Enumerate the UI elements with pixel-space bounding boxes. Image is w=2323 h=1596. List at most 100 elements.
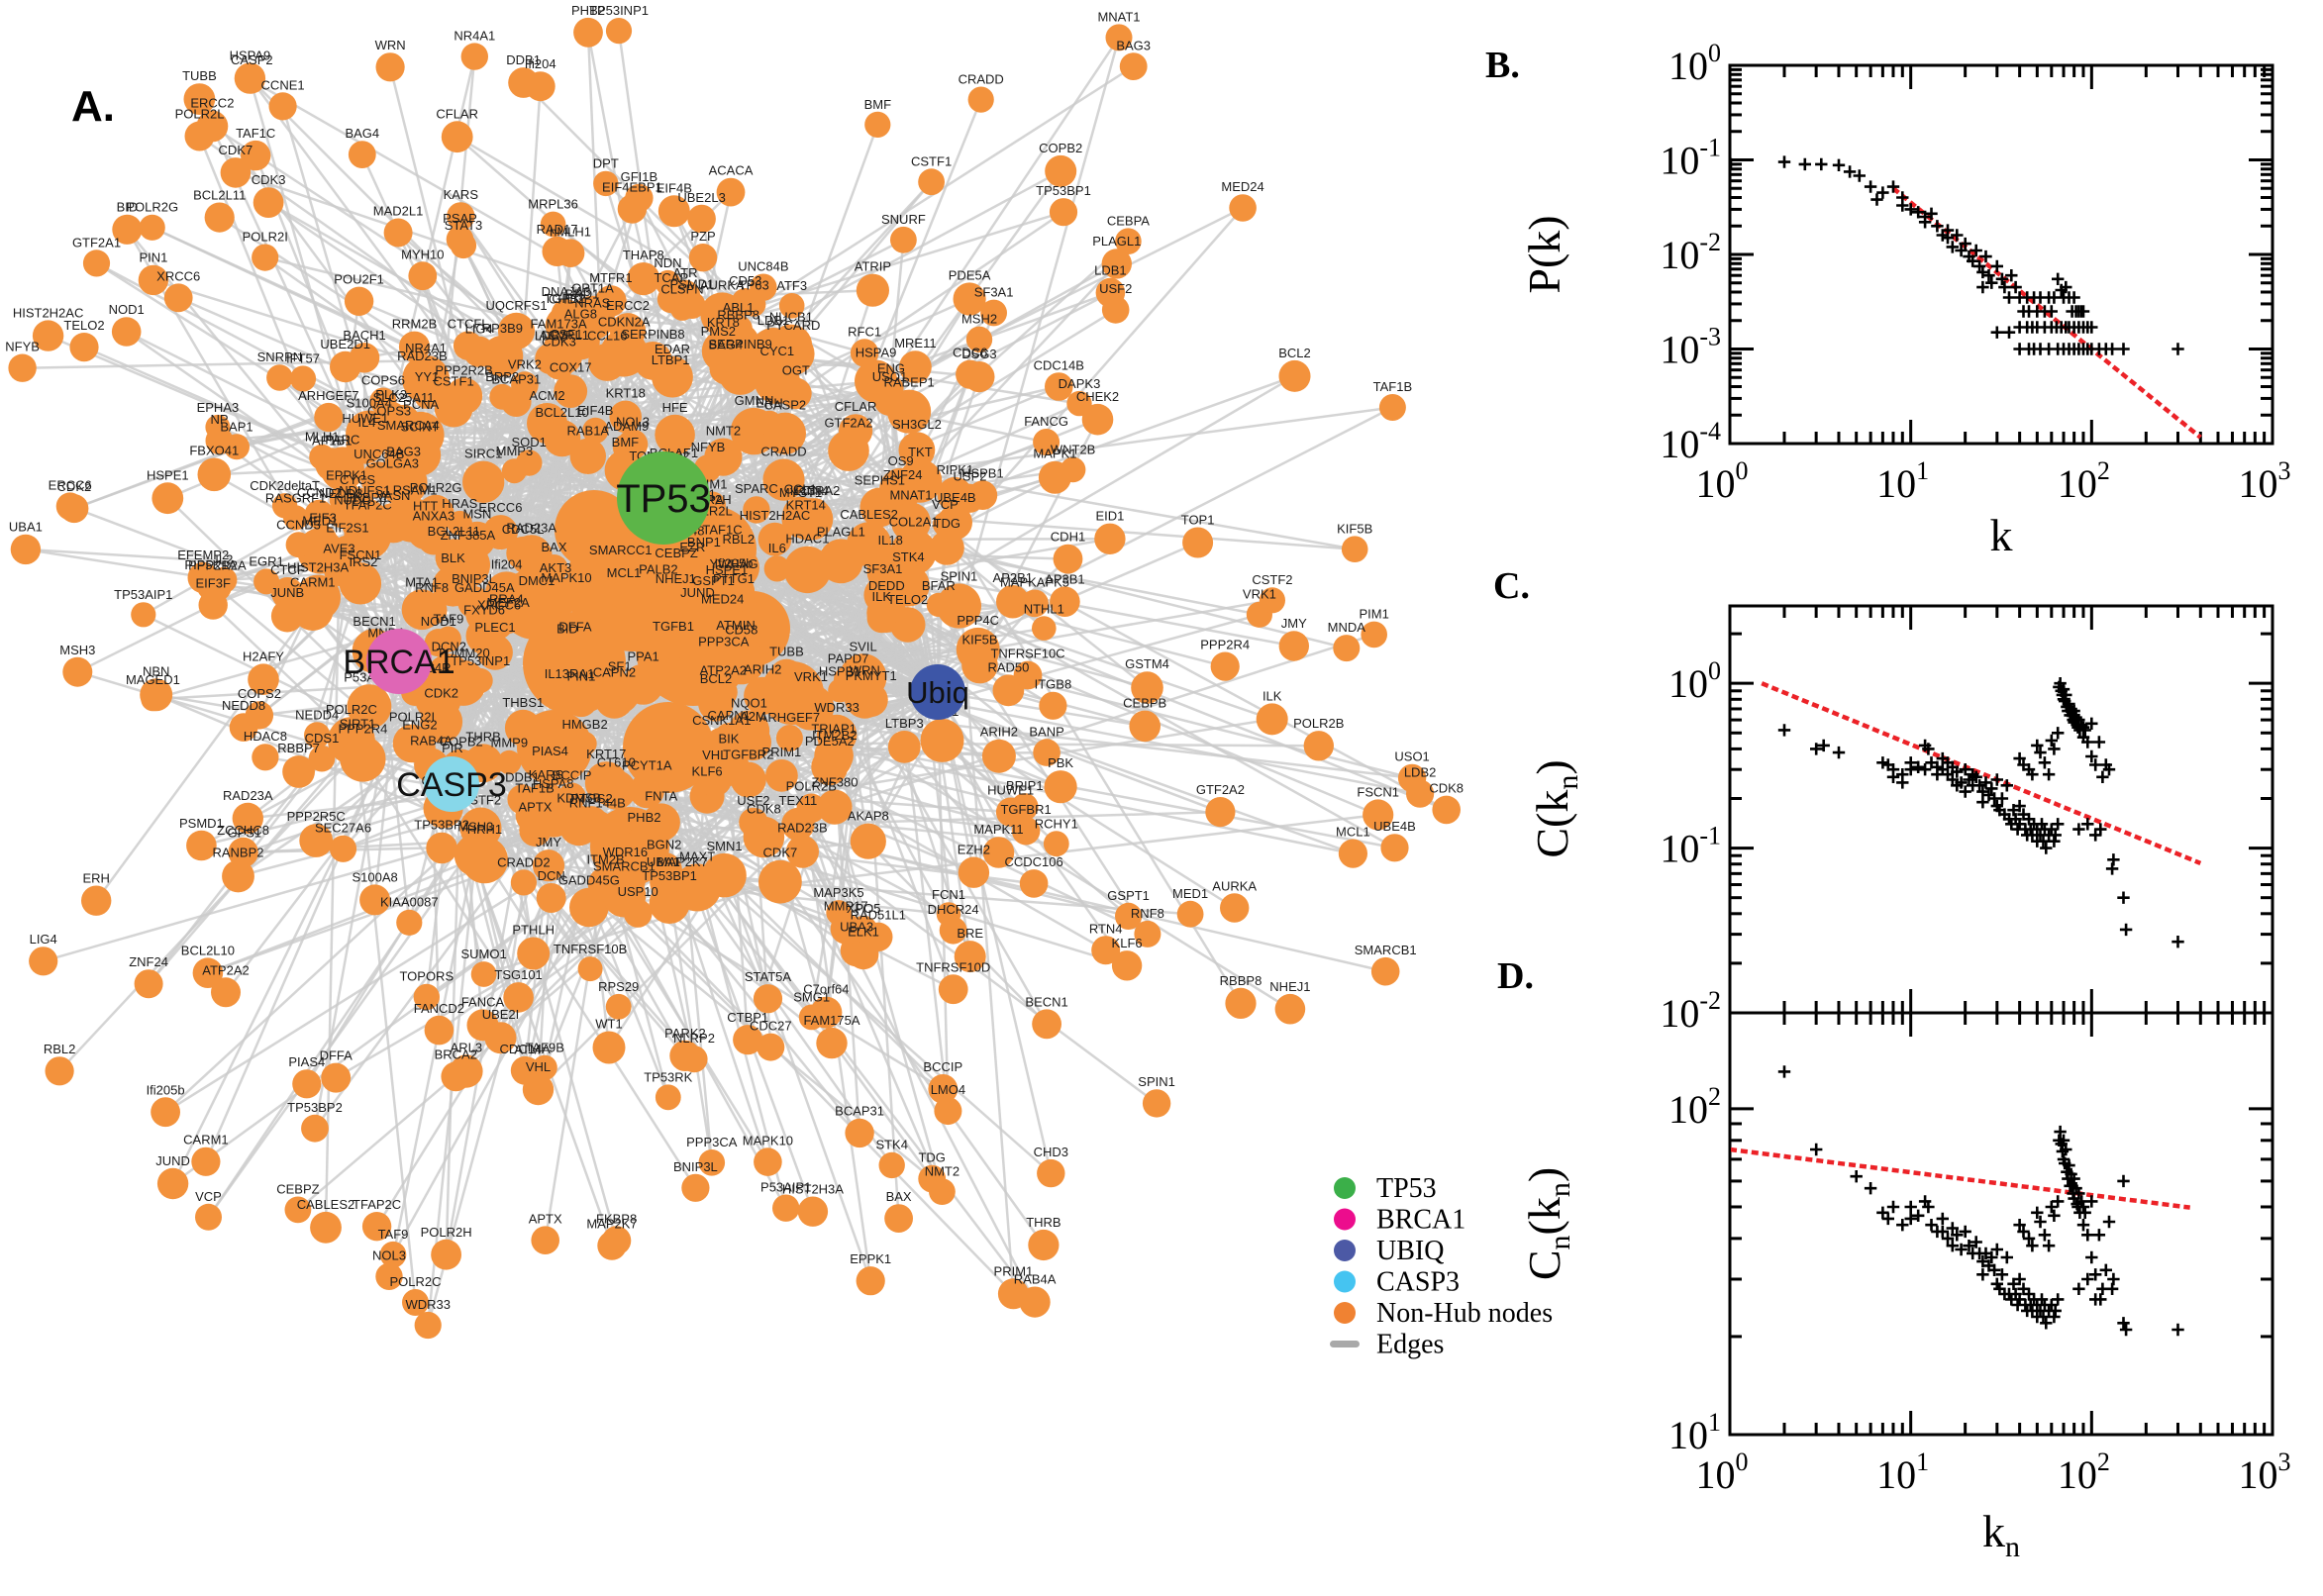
gene-label: BGN2 [647, 838, 681, 852]
network-node [508, 67, 539, 98]
gene-label: Ifi205b [714, 555, 753, 570]
gene-label: CD53 [729, 273, 761, 288]
network-node [708, 677, 738, 707]
network-node [596, 769, 637, 810]
gene-label: RNF144B [569, 796, 626, 811]
network-node [510, 535, 553, 577]
gene-label: POLR2G [126, 200, 178, 215]
network-node [775, 725, 803, 751]
network-node [375, 52, 405, 82]
tick-label: 101 [1668, 1408, 1721, 1457]
legend-label: UBIQ [1376, 1236, 1444, 1266]
gene-label: USF2 [1099, 281, 1132, 296]
network-node [787, 684, 835, 731]
network-node [352, 430, 382, 461]
gene-label: KIF5B [1337, 521, 1372, 536]
gene-label: ERH [82, 871, 109, 886]
gene-label: PSAP [443, 211, 477, 226]
legend-swatch-dot [1334, 1208, 1356, 1231]
gene-label: ATMIN [716, 618, 755, 633]
gene-label: SH3GL2 [892, 417, 942, 432]
gene-label: TAF9 [378, 1227, 409, 1242]
gene-label: NDUFS1 [339, 483, 390, 498]
gene-label: MNAT1 [889, 488, 932, 503]
gene-label: MCL1 [607, 565, 642, 580]
gene-label: MAPK10 [541, 570, 591, 585]
gene-label: TAF1B [515, 781, 555, 796]
network-node [863, 922, 893, 951]
network-node [572, 731, 597, 756]
network-node [271, 577, 304, 610]
gene-label: PHB2 [628, 810, 661, 825]
legend-item-ubiq: UBIQ [1334, 1236, 1444, 1266]
gene-label: AP3B1 [1045, 571, 1084, 586]
network-node [62, 656, 93, 687]
gene-label: STAT3 [445, 218, 483, 233]
network-node [609, 313, 647, 349]
network-node [1053, 544, 1083, 574]
scatter-points [1777, 1065, 2184, 1337]
gene-label: GSPT1 [1107, 888, 1150, 903]
network-node [402, 1289, 429, 1316]
network-node [205, 427, 234, 455]
network-node [1101, 249, 1133, 279]
gene-label: WT1 [595, 1017, 622, 1032]
gene-label: CDK2 [424, 686, 458, 701]
gene-label: CSTF2 [1252, 572, 1292, 587]
gene-label: CSTF1 [911, 153, 952, 168]
network-node [652, 355, 693, 398]
gene-label: TKT [908, 445, 933, 459]
hub-node-ubiq [910, 664, 965, 720]
gene-label: SMG1 [793, 990, 830, 1005]
gene-label: ERCC2 [606, 298, 650, 313]
network-node [195, 1203, 222, 1231]
gene-label: PIN1 [139, 250, 167, 265]
network-node [1021, 589, 1049, 618]
gene-label: BAG3 [386, 445, 421, 459]
gene-label: POLR2C [326, 702, 377, 717]
gene-label: HUWE1 [987, 783, 1034, 798]
gene-label: IFT57 [286, 350, 320, 365]
network-node [1129, 710, 1161, 743]
network-node [477, 635, 513, 670]
gene-label: KIF5B [961, 633, 997, 648]
gene-label: CRADD2 [497, 854, 550, 869]
network-node [890, 482, 915, 507]
gene-label: RABEP1 [883, 375, 934, 390]
network-node [497, 749, 522, 775]
gene-label: ZNF380 [812, 775, 858, 790]
tick-label: 10-4 [1660, 417, 1721, 466]
gene-label: PPA1 [627, 649, 658, 664]
gene-label: ACVRL1 [539, 328, 589, 343]
gene-label: VCP [932, 497, 959, 512]
network-node [151, 1097, 181, 1128]
plot-frame [1728, 63, 2274, 446]
network-node [609, 400, 642, 434]
network-node [939, 916, 967, 945]
gene-label: Ifi204 [525, 56, 556, 71]
network-node [282, 755, 315, 788]
network-node [1361, 621, 1387, 648]
gene-label: PIP5K1A [184, 557, 237, 572]
gene-label: FNTA [645, 788, 677, 803]
network-node [763, 555, 790, 582]
legend-label: Edges [1376, 1330, 1444, 1360]
network-node [556, 239, 585, 267]
scatter-points [1731, 155, 2184, 355]
gene-label: MAP3K5 [813, 885, 863, 900]
gene-label: PLK3 [375, 387, 407, 402]
network-node [934, 1097, 962, 1126]
gene-label: RP3B9 [482, 321, 523, 336]
network-node [609, 579, 639, 610]
gene-label: CYCS [340, 472, 375, 487]
gene-label: BCAP31 [835, 1104, 884, 1119]
gene-label: BAG3 [1116, 38, 1151, 52]
network-node-labels: VRK1 GTF2A2 CEBPZ KLF6 PRIM1 NHEJ1 TP53INP1 P53… [5, 3, 1464, 1312]
gene-label: ZCCHC8 [217, 823, 269, 838]
network-node [289, 365, 317, 392]
network-node [765, 759, 798, 792]
network-node [544, 349, 574, 380]
network-node [551, 299, 581, 329]
tick-label: 10-3 [1660, 323, 1721, 372]
network-node [1378, 394, 1406, 421]
